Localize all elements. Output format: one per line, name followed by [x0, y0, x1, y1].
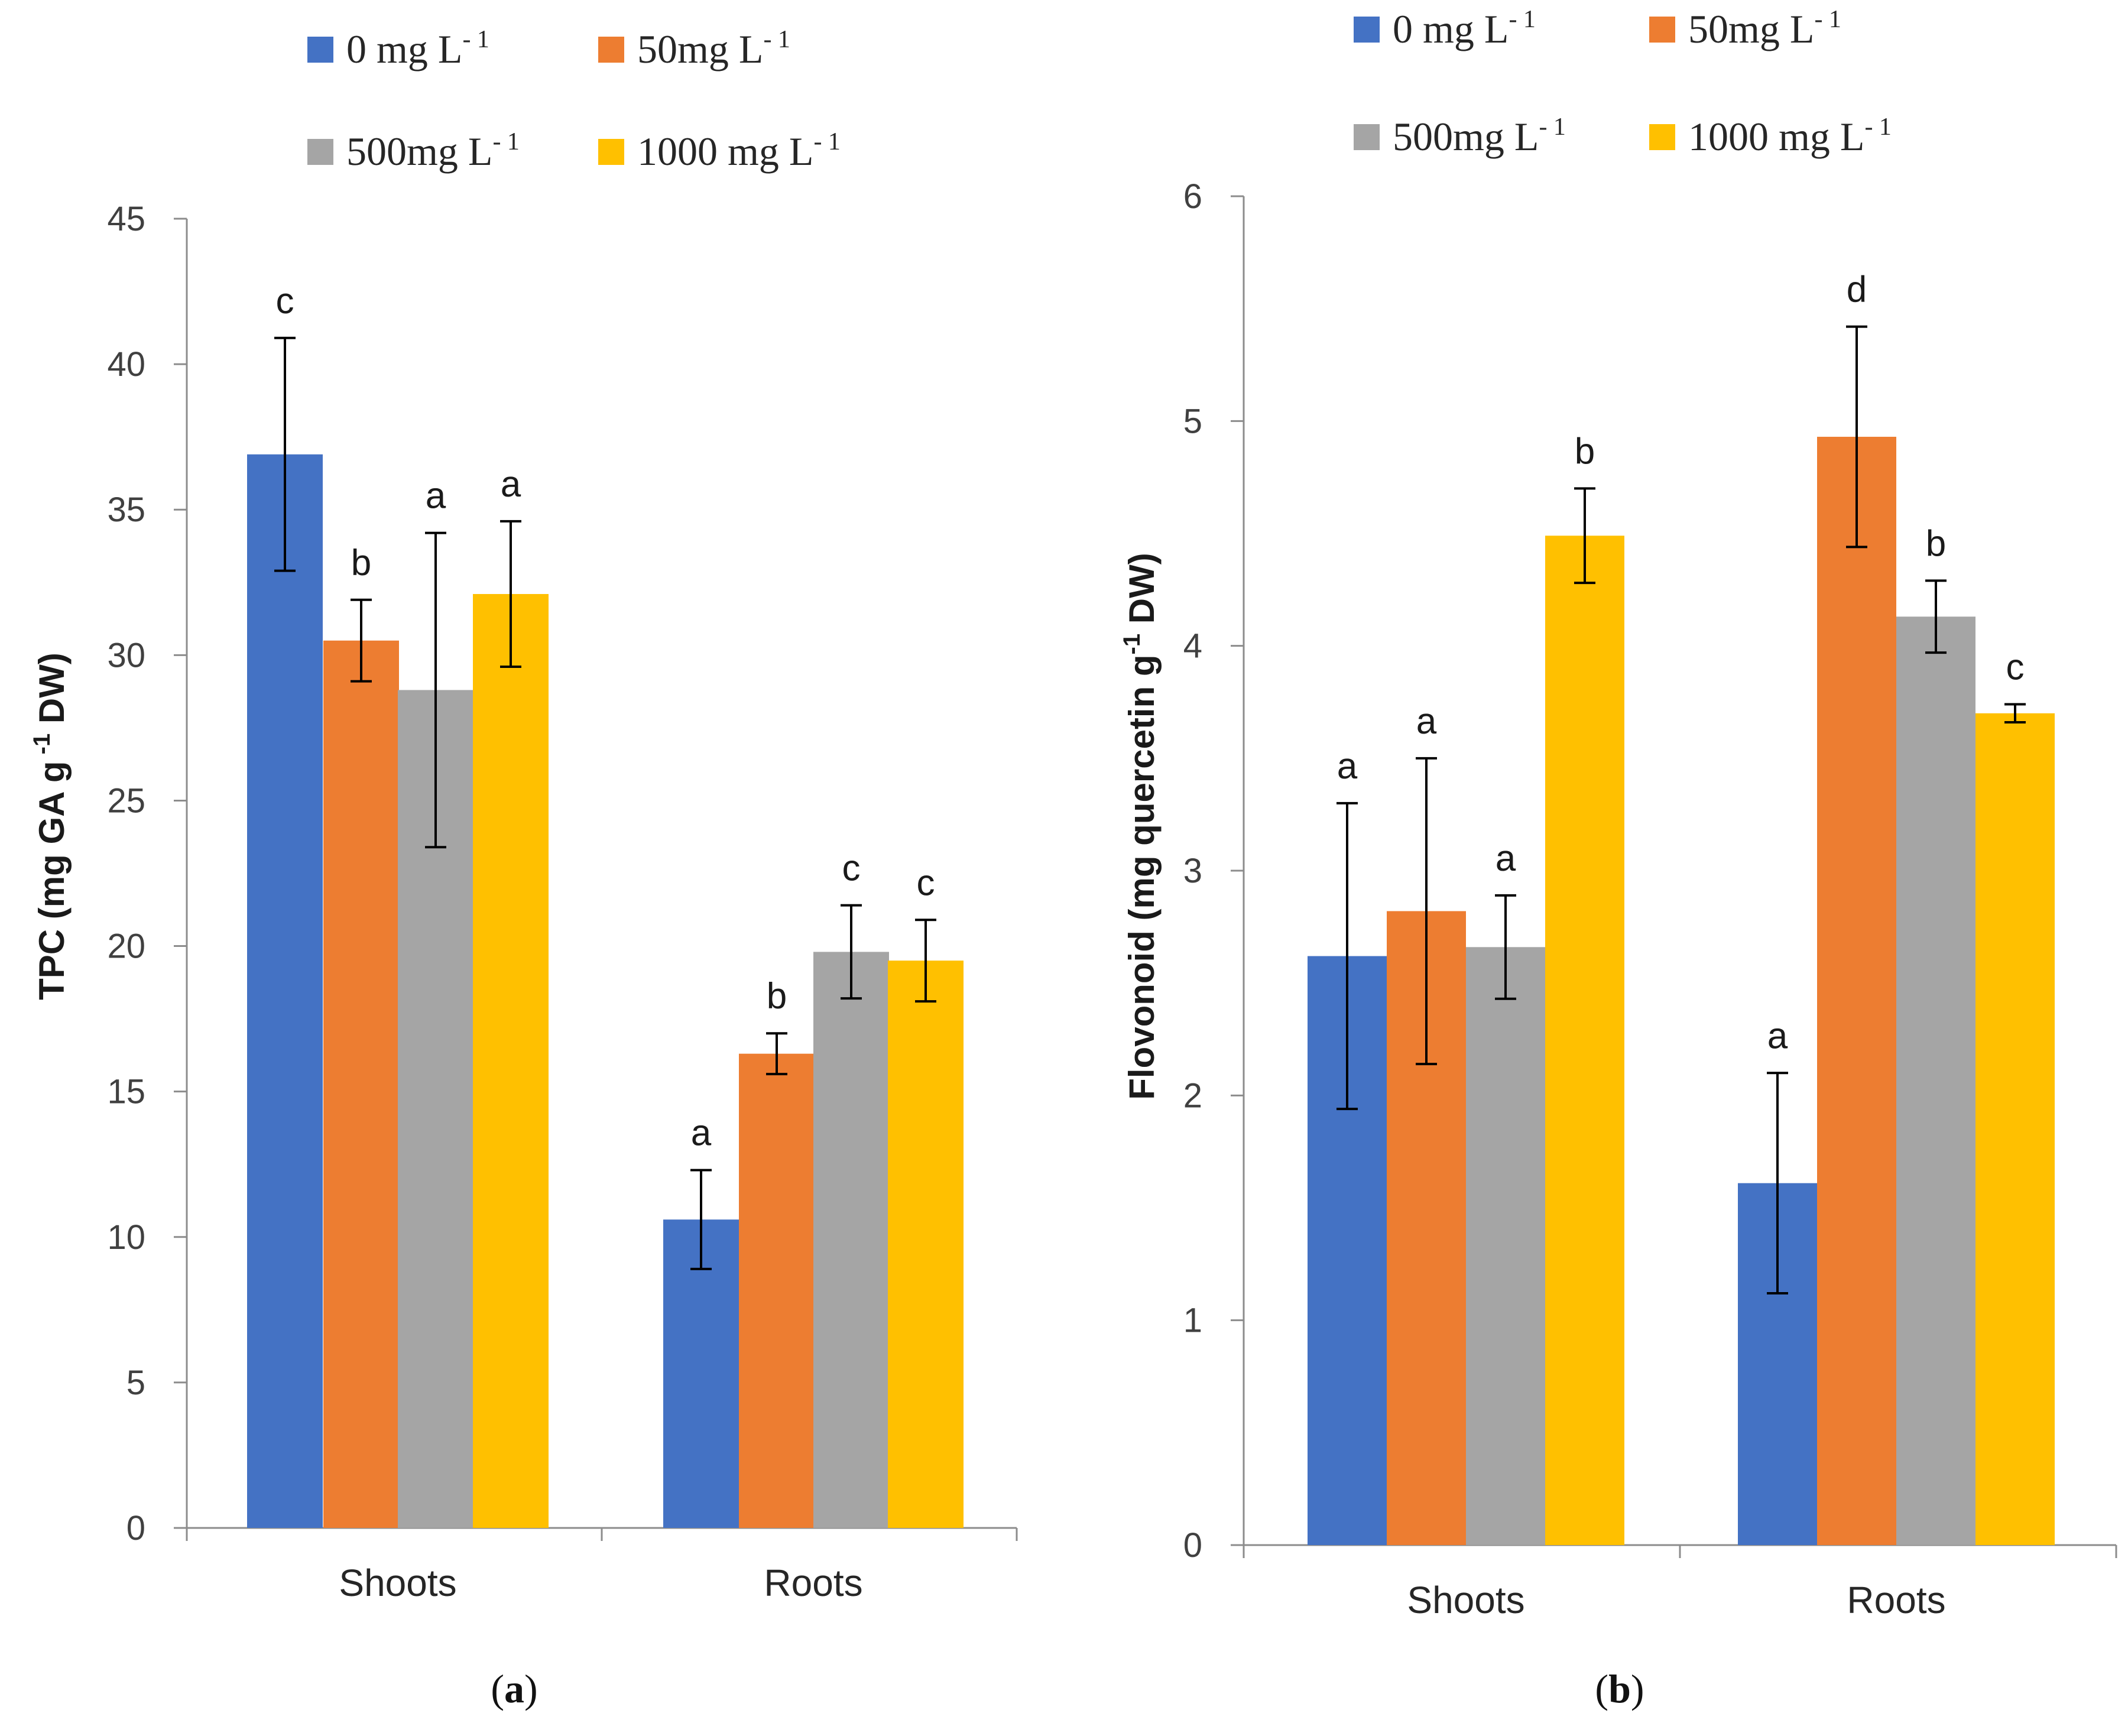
legend-label-0mg: 0 mg L- 1	[346, 26, 489, 72]
legend-swatch-50mg	[598, 37, 624, 63]
legend-label-1000mg: 1000 mg L- 1	[637, 128, 841, 174]
panel-label-b: (b)	[1595, 1666, 1644, 1711]
significance-letter: a	[691, 1113, 712, 1154]
bar	[1466, 947, 1545, 1545]
significance-letter: a	[1767, 1015, 1788, 1056]
significance-letter: c	[276, 281, 294, 322]
bar	[888, 961, 964, 1528]
bar	[1975, 713, 2055, 1545]
bar	[473, 593, 549, 1528]
y-tick-label: 45	[107, 200, 145, 238]
legend-swatch-50mg	[1649, 17, 1675, 43]
x-category-label: Roots	[764, 1562, 862, 1604]
x-category-label: Roots	[1847, 1579, 1945, 1621]
y-tick-label: 5	[126, 1364, 145, 1402]
legend-label-50mg: 50mg L- 1	[637, 26, 790, 72]
plot-b: 0 1 2 3 4 5 6 Shoots Roots a a a d a b b c	[1183, 177, 2117, 1621]
legend-swatch-1000mg	[598, 139, 624, 165]
y-tick-label: 10	[107, 1218, 145, 1257]
y-tick-label: 35	[107, 491, 145, 529]
legend-a: 0 mg L- 1 50mg L- 1 500mg L- 1 1000 mg L…	[307, 26, 841, 174]
bar	[323, 640, 399, 1528]
y-tick-label: 40	[107, 345, 145, 384]
x-category-label: Shoots	[339, 1562, 456, 1604]
significance-letter: a	[1416, 701, 1437, 742]
y-tick-label: 2	[1183, 1076, 1202, 1115]
significance-letter: c	[2006, 647, 2025, 688]
y-tick-label: 30	[107, 636, 145, 674]
legend-label-50mg: 50mg L- 1	[1688, 6, 1841, 51]
legend-label-1000mg: 1000 mg L- 1	[1688, 113, 1892, 159]
bar	[247, 454, 323, 1529]
y-tick-label: 20	[107, 927, 145, 966]
legend-b: 0 mg L- 1 50mg L- 1 500mg L- 1 1000 mg L…	[1354, 6, 1892, 159]
legend-swatch-1000mg	[1649, 124, 1675, 150]
bar	[1817, 436, 1896, 1545]
y-tick-label: 0	[1183, 1526, 1202, 1565]
legend-swatch-0mg	[307, 37, 333, 63]
significance-letter: b	[1575, 431, 1595, 472]
y-tick-label: 4	[1183, 627, 1202, 666]
significance-letter: b	[767, 976, 787, 1017]
significance-letter: c	[917, 862, 935, 903]
significance-letter: d	[1847, 270, 1867, 310]
legend-swatch-500mg	[1354, 124, 1380, 150]
y-tick-label: 15	[107, 1073, 145, 1111]
significance-letter: a	[426, 476, 446, 517]
significance-letter: c	[842, 848, 861, 889]
bar	[739, 1053, 815, 1528]
y-axis-title-a: TPC (mg GA g -1 DW)	[29, 653, 72, 1000]
significance-letter: a	[501, 464, 521, 505]
bar	[1545, 536, 1624, 1545]
bar	[813, 952, 889, 1528]
y-tick-label: 0	[126, 1509, 145, 1547]
legend-label-500mg: 500mg L- 1	[1393, 113, 1566, 159]
x-category-label: Shoots	[1407, 1579, 1524, 1621]
bar	[663, 1219, 739, 1528]
legend-swatch-500mg	[307, 139, 333, 165]
y-tick-label: 3	[1183, 852, 1202, 890]
significance-letter: b	[351, 543, 371, 583]
plot-a: 0 5 10 15 20 25 30 35 40 45 Shoots Roots c a b b a c a c	[107, 200, 1018, 1604]
significance-letter: b	[1926, 523, 1946, 564]
legend-label-0mg: 0 mg L- 1	[1393, 6, 1536, 51]
significance-letter: a	[1337, 746, 1358, 787]
y-axis-title-b: Flovonoid (mg quercetin g-1 DW)	[1119, 553, 1162, 1100]
y-tick-label: 6	[1183, 177, 1202, 216]
panel-label-a: (a)	[491, 1666, 537, 1711]
y-tick-label: 25	[107, 781, 145, 820]
bar	[1896, 616, 1975, 1545]
y-tick-label: 5	[1183, 402, 1202, 440]
legend-swatch-0mg	[1354, 17, 1380, 43]
y-tick-label: 1	[1183, 1302, 1202, 1340]
significance-letter: a	[1496, 838, 1516, 879]
legend-label-500mg: 500mg L- 1	[346, 128, 520, 174]
